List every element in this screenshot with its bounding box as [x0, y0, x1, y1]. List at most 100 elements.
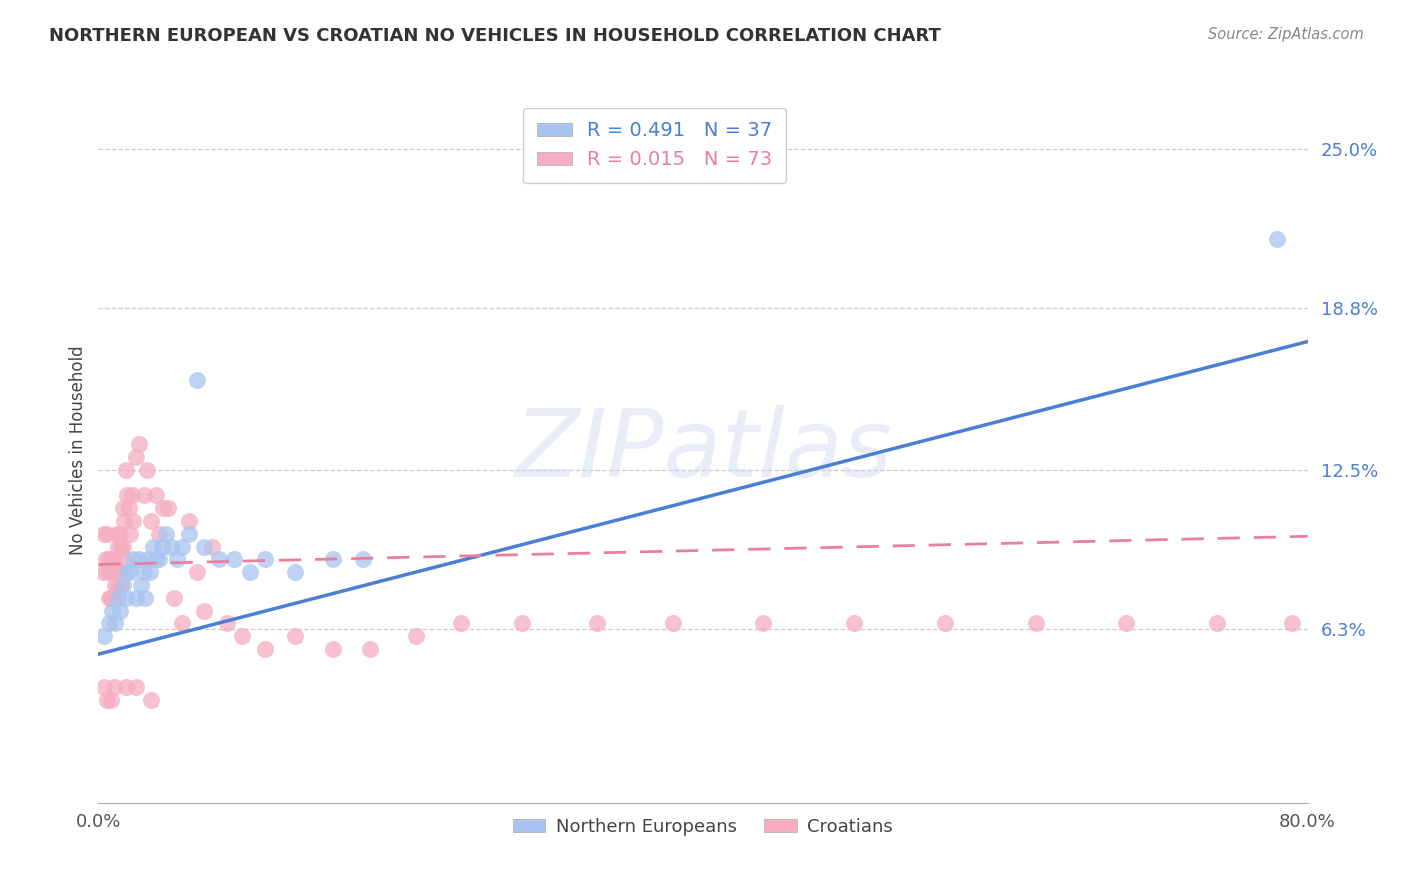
Point	[179, 514, 201, 528]
Point	[134, 591, 156, 605]
Point	[170, 540, 193, 554]
Point	[152, 501, 174, 516]
Point	[844, 616, 866, 631]
Point	[145, 488, 167, 502]
Point	[148, 552, 170, 566]
Point	[121, 488, 143, 502]
Point	[108, 565, 131, 579]
Point	[253, 552, 276, 566]
Point	[132, 488, 155, 502]
Y-axis label: No Vehicles in Household: No Vehicles in Household	[69, 345, 87, 556]
Point	[104, 578, 127, 592]
Point	[107, 591, 129, 605]
Point	[253, 642, 276, 657]
Point	[510, 616, 533, 631]
Point	[103, 565, 125, 579]
Point	[98, 552, 121, 566]
Point	[107, 578, 129, 592]
Point	[111, 501, 134, 516]
Point	[405, 629, 427, 643]
Point	[132, 565, 155, 579]
Point	[208, 552, 231, 566]
Point	[148, 526, 170, 541]
Point	[115, 488, 138, 502]
Point	[1206, 616, 1229, 631]
Point	[141, 693, 163, 707]
Point	[166, 552, 188, 566]
Point	[156, 501, 179, 516]
Point	[96, 565, 118, 579]
Point	[322, 642, 344, 657]
Point	[1281, 616, 1303, 631]
Point	[103, 681, 125, 695]
Point	[101, 591, 124, 605]
Legend: Northern Europeans, Croatians: Northern Europeans, Croatians	[506, 811, 900, 843]
Point	[193, 604, 215, 618]
Point	[93, 629, 115, 643]
Point	[136, 552, 159, 566]
Point	[128, 552, 150, 566]
Point	[96, 526, 118, 541]
Point	[93, 526, 115, 541]
Point	[91, 565, 114, 579]
Point	[139, 565, 162, 579]
Point	[105, 526, 128, 541]
Point	[129, 578, 152, 592]
Point	[114, 463, 136, 477]
Point	[193, 540, 215, 554]
Point	[120, 565, 142, 579]
Point	[114, 591, 136, 605]
Point	[122, 514, 145, 528]
Point	[1024, 616, 1046, 631]
Point	[142, 540, 165, 554]
Text: Source: ZipAtlas.com: Source: ZipAtlas.com	[1208, 27, 1364, 42]
Text: ZIPatlas: ZIPatlas	[515, 405, 891, 496]
Point	[215, 616, 238, 631]
Point	[163, 591, 186, 605]
Point	[284, 629, 307, 643]
Point	[98, 591, 121, 605]
Point	[239, 565, 262, 579]
Point	[94, 552, 117, 566]
Point	[101, 552, 124, 566]
Point	[352, 552, 374, 566]
Point	[752, 616, 775, 631]
Point	[100, 591, 122, 605]
Point	[284, 565, 307, 579]
Point	[108, 604, 131, 618]
Point	[661, 616, 683, 631]
Point	[125, 591, 148, 605]
Point	[104, 552, 127, 566]
Point	[101, 604, 124, 618]
Point	[114, 681, 136, 695]
Text: NORTHERN EUROPEAN VS CROATIAN NO VEHICLES IN HOUSEHOLD CORRELATION CHART: NORTHERN EUROPEAN VS CROATIAN NO VEHICLE…	[49, 27, 941, 45]
Point	[120, 526, 142, 541]
Point	[125, 450, 148, 464]
Point	[231, 629, 253, 643]
Point	[179, 526, 201, 541]
Point	[108, 526, 131, 541]
Point	[96, 693, 118, 707]
Point	[111, 578, 134, 592]
Point	[103, 591, 125, 605]
Point	[93, 681, 115, 695]
Point	[107, 540, 129, 554]
Point	[112, 552, 135, 566]
Point	[115, 565, 138, 579]
Point	[360, 642, 382, 657]
Point	[934, 616, 956, 631]
Point	[201, 540, 224, 554]
Point	[1267, 232, 1289, 246]
Point	[110, 578, 132, 592]
Point	[112, 514, 135, 528]
Point	[122, 552, 145, 566]
Point	[100, 565, 122, 579]
Point	[105, 565, 128, 579]
Point	[98, 616, 121, 631]
Point	[135, 463, 157, 477]
Point	[145, 552, 167, 566]
Point	[322, 552, 344, 566]
Point	[586, 616, 609, 631]
Point	[160, 540, 183, 554]
Point	[110, 540, 132, 554]
